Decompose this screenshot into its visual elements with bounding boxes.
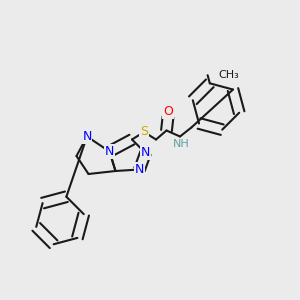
Text: N: N [141, 146, 150, 160]
Text: S: S [140, 125, 148, 139]
Text: NH: NH [173, 139, 190, 149]
Text: N: N [82, 130, 92, 143]
Text: CH₃: CH₃ [218, 70, 239, 80]
Text: N: N [135, 163, 144, 176]
Text: N: N [105, 145, 114, 158]
Text: O: O [163, 105, 173, 118]
